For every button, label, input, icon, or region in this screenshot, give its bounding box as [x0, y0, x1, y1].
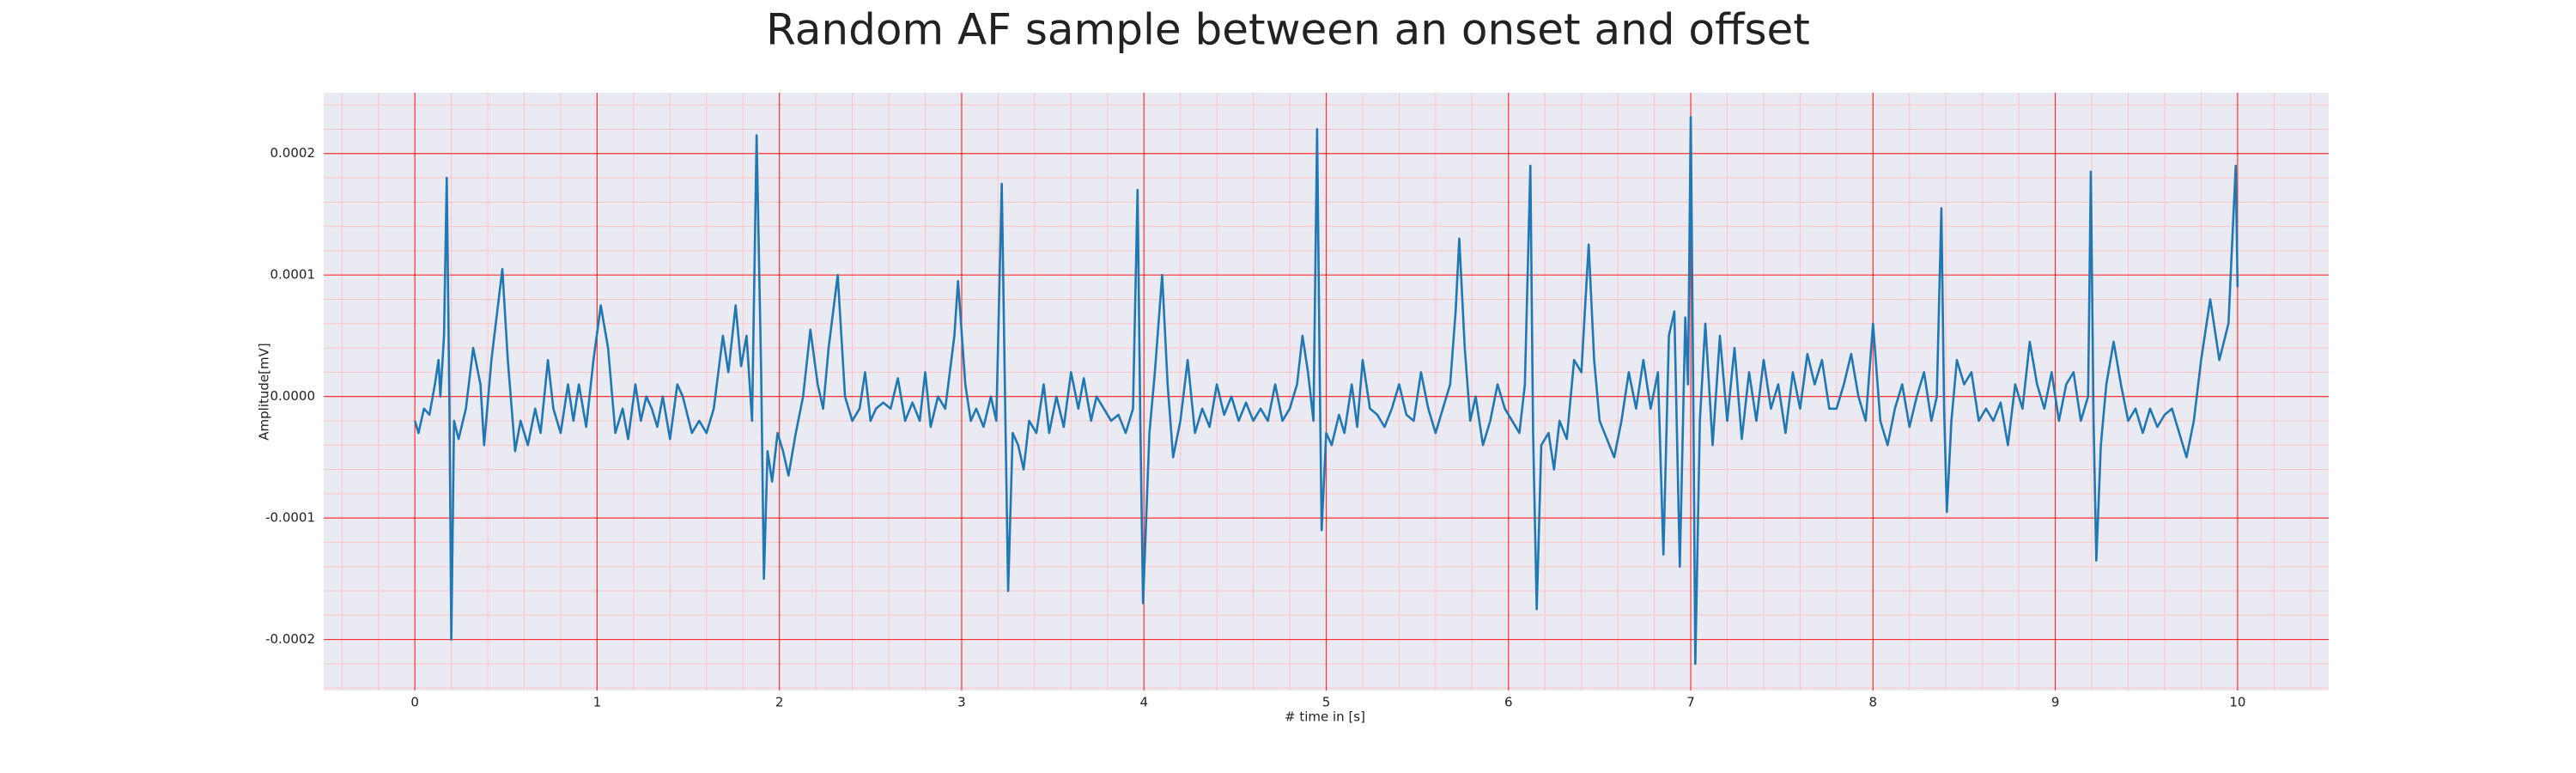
x-axis-label: # time in [s] [1285, 709, 1365, 725]
x-tick-label: 10 [2229, 695, 2245, 710]
x-tick-label: 9 [2051, 695, 2060, 710]
x-tick-label: 0 [410, 695, 419, 710]
x-tick-label: 7 [1686, 695, 1695, 710]
y-tick-label: 0.0002 [270, 145, 316, 161]
y-tick-label: -0.0002 [265, 631, 315, 647]
y-tick-label: 0.0001 [270, 267, 316, 283]
x-tick-label: 5 [1322, 695, 1331, 710]
x-tick-label: 1 [593, 695, 602, 710]
x-tick-label: 4 [1139, 695, 1148, 710]
x-tick-label: 8 [1869, 695, 1878, 710]
x-tick-label: 6 [1504, 695, 1513, 710]
x-tick-label: 3 [957, 695, 966, 710]
signal-line [413, 115, 2239, 666]
y-tick-label: -0.0001 [265, 510, 315, 526]
y-tick-label: 0.0000 [270, 388, 316, 404]
chart-title: Random AF sample between an onset and of… [766, 5, 1810, 55]
y-axis-label: Amplitude[mV] [257, 343, 272, 440]
x-tick-label: 2 [775, 695, 784, 710]
